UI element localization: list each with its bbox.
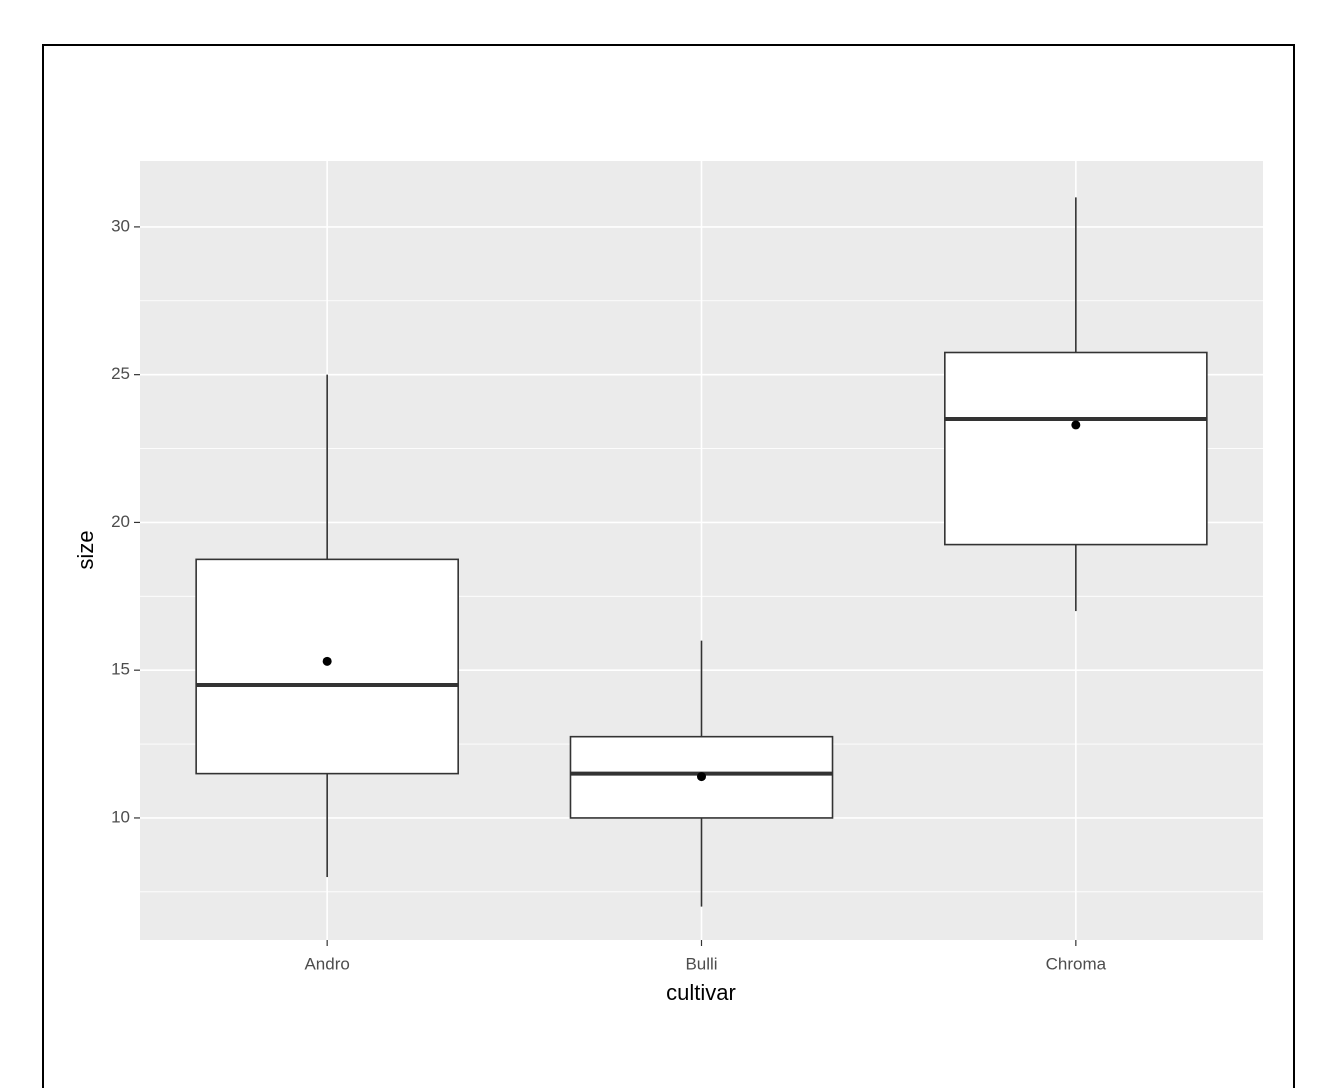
y-tick-label: 10 <box>111 807 130 826</box>
frame <box>42 44 1295 1088</box>
mean-point <box>322 656 332 666</box>
y-axis-title: size <box>73 530 98 569</box>
y-tick-label: 30 <box>111 216 130 235</box>
mean-point <box>1071 420 1081 430</box>
y-tick-label: 15 <box>111 660 130 679</box>
x-tick-label: Andro <box>304 954 349 973</box>
x-axis-title: cultivar <box>666 980 736 1005</box>
box <box>944 351 1208 546</box>
mean-point <box>697 772 706 782</box>
x-tick-label: Chroma <box>1046 954 1107 973</box>
y-tick-label: 25 <box>111 364 130 383</box>
box <box>195 558 459 775</box>
y-tick-label: 20 <box>111 512 130 531</box>
x-tick-label: Bulli <box>685 954 717 973</box>
